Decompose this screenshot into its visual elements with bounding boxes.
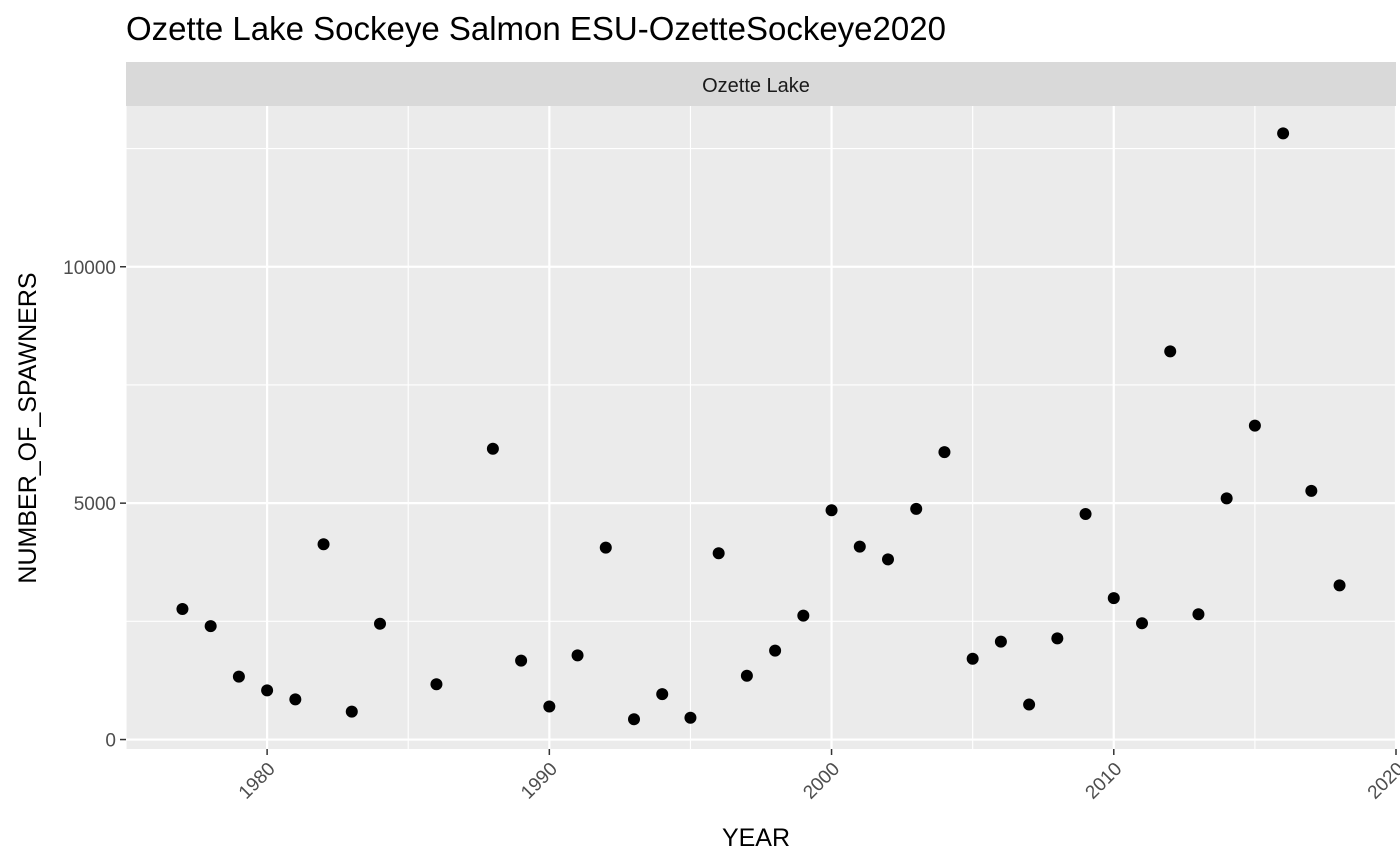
data-point [966,652,979,665]
data-point [430,678,443,691]
x-tick-label: 2010 [1082,759,1127,804]
data-point [176,603,189,616]
plot-panel [126,106,1396,749]
data-point [656,688,669,701]
facet-strip [126,62,1396,106]
data-point [1333,579,1346,592]
data-point [769,644,782,657]
data-point [1277,127,1290,140]
data-point [1107,592,1120,605]
data-point [543,700,556,713]
data-point [1164,345,1177,358]
data-point [1220,492,1233,505]
data-point [486,442,499,455]
data-point [797,609,810,622]
data-point [204,620,217,633]
y-tick-label: 10000 [63,258,116,279]
data-point [994,635,1007,648]
y-tick-label: 5000 [74,494,116,515]
data-point [825,504,838,517]
facet-label: Ozette Lake [702,75,810,97]
data-point [1248,419,1261,432]
data-point [684,711,697,724]
data-point [1051,632,1064,645]
data-point [882,553,894,566]
grid-lines [125,106,1398,749]
y-axis: 0 5000 10000 [63,258,126,752]
x-tick-label: 2020 [1364,759,1400,804]
x-axis: 1980 1990 2000 2010 2020 [235,749,1400,803]
data-point [1023,698,1036,711]
data-point [853,540,866,553]
data-point [599,541,612,554]
data-point [317,538,330,551]
data-point [515,654,528,667]
data-point [910,502,923,515]
data-points [176,127,1346,726]
data-point [712,547,725,560]
data-point [571,649,584,662]
data-point [232,670,245,683]
x-tick-label: 1990 [517,759,562,804]
y-axis-title: NUMBER_OF_SPAWNERS [14,272,42,583]
data-point [938,446,951,459]
x-tick-label: 2000 [799,759,844,804]
y-tick-label: 0 [105,731,116,752]
data-point [374,617,386,630]
data-point [1192,608,1205,621]
x-tick-label: 1980 [235,759,280,804]
data-point [289,693,302,706]
data-point [1305,484,1318,497]
data-point [1079,508,1092,521]
data-point [740,669,753,682]
x-axis-title: YEAR [722,824,790,852]
data-point [1136,617,1148,630]
data-point [261,684,274,697]
data-point [345,705,358,718]
data-point [628,713,640,726]
chart-title: Ozette Lake Sockeye Salmon ESU-OzetteSoc… [126,10,946,47]
